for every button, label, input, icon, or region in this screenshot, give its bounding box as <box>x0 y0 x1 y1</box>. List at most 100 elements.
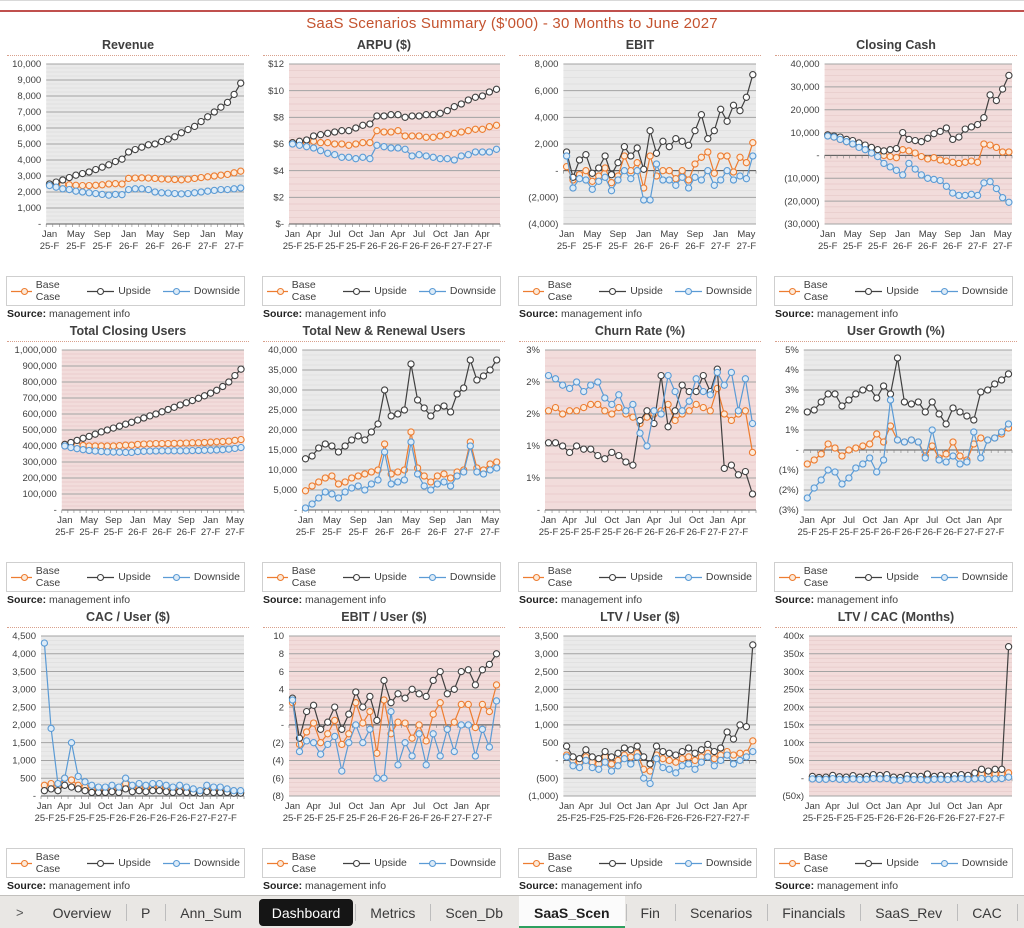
chart-canvas-churn-rate[interactable]: -1%1%2%2%3%Jan25-FApr25-FJul25-FOct25-FJ… <box>517 344 763 542</box>
svg-text:30,000: 30,000 <box>268 385 297 396</box>
svg-text:Jan: Jan <box>454 801 469 812</box>
svg-text:2,500: 2,500 <box>12 702 36 713</box>
chart-canvas-total-closing-users[interactable]: - 100,000 200,000 300,000 400,000 500,000 600,… <box>5 344 251 542</box>
chart-canvas-closing-cash[interactable]: (30,000) (20,000) (10,000) - 10,000 20,000 30,… <box>773 58 1019 256</box>
chart-panel-ltv-user: LTV / User ($) (1,000) (500) - 500 1,000 1,500… <box>512 609 768 895</box>
source-label: Source: <box>7 594 47 606</box>
sheet-tab-fin[interactable]: Fin <box>625 896 675 928</box>
legend-label: Base Case <box>291 565 317 589</box>
legend-label: Upside <box>118 285 151 297</box>
chart-area: $- $2 $4 $6 $8 $10 $12 Jan 25-F Apr 25-F Jul 25-F Oct… <box>261 58 507 256</box>
chart-title: LTV / CAC (Months) <box>775 610 1017 628</box>
svg-text:10: 10 <box>273 631 284 642</box>
sheet-tab-cac[interactable]: CAC <box>957 896 1017 928</box>
chart-source: Source: management info <box>519 594 643 606</box>
legend-item-upside: Upside <box>855 285 919 297</box>
svg-text:25-F: 25-F <box>283 241 303 252</box>
svg-text:26-F: 26-F <box>881 527 901 538</box>
svg-text:$4: $4 <box>273 166 284 177</box>
svg-text:27-F: 27-F <box>985 813 1005 824</box>
chart-canvas-arpu[interactable]: $-$2$4$6$8$10$12Jan25-FApr25-FJul25-FOct… <box>261 58 507 256</box>
svg-text:Jul: Jul <box>585 515 597 526</box>
sheet-tab-p[interactable]: P <box>125 896 165 928</box>
sheet-tab-scen-db[interactable]: Scen_Db <box>430 896 518 928</box>
svg-text:26-F: 26-F <box>902 527 922 538</box>
sheet-tab-dashboard[interactable]: Dashboard <box>258 899 354 926</box>
svg-text:25-F: 25-F <box>283 813 303 824</box>
svg-text:26-F: 26-F <box>156 813 176 824</box>
sheet-tab-saas-rev[interactable]: SaaS_Rev <box>860 896 957 928</box>
svg-text:25-F: 25-F <box>304 241 324 252</box>
svg-text:700,000: 700,000 <box>22 393 56 404</box>
source-label: Source: <box>519 594 559 606</box>
svg-text:Jul: Jul <box>79 801 91 812</box>
svg-text:Apr: Apr <box>306 229 321 240</box>
svg-text:27-F: 27-F <box>198 241 218 252</box>
legend-label: Downside <box>449 857 496 869</box>
legend-label: Base Case <box>803 851 829 875</box>
chart-legend: Base Case Upside Downside <box>6 276 245 306</box>
svg-text:27-F: 27-F <box>201 527 221 538</box>
legend-label: Base Case <box>547 851 573 875</box>
legend-marker-upside-icon <box>599 573 627 581</box>
chart-canvas-total-new-renewal-users[interactable]: - 5,000 10,000 15,000 20,000 25,000 30,000 35,0… <box>261 344 507 542</box>
chart-canvas-user-growth[interactable]: (3%)(2%)(1%)-1%2%3%4%5%Jan25-FApr25-FJul… <box>773 344 1019 542</box>
sheet-tab-saas-scen[interactable]: SaaS_Scen <box>519 896 625 928</box>
svg-text:500: 500 <box>543 738 559 749</box>
svg-text:15,000: 15,000 <box>268 445 297 456</box>
svg-text:30,000: 30,000 <box>791 82 820 93</box>
chart-canvas-revenue[interactable]: - 1,000 2,000 3,000 4,000 5,000 6,000 7,000 8,00… <box>5 58 251 256</box>
svg-text:Jan: Jan <box>456 515 471 526</box>
chart-canvas-ebit[interactable]: (4,000)(2,000)-2,0004,0006,0008,000Jan25… <box>517 58 763 256</box>
sheet-tab-forecast[interactable]: Forecast <box>1016 896 1024 928</box>
sheet-tab-ann-sum[interactable]: Ann_Sum <box>165 896 256 928</box>
svg-text:Apr: Apr <box>220 801 235 812</box>
svg-text:May: May <box>80 515 98 526</box>
svg-text:Sep: Sep <box>350 515 367 526</box>
svg-text:3,500: 3,500 <box>535 631 559 642</box>
legend-marker-upside-icon <box>855 859 883 867</box>
chart-canvas-ebit-user[interactable]: (8)(6)(4)(2)-246810Jan25-FApr25-FJul25-F… <box>261 630 507 828</box>
source-label: Source: <box>263 880 303 892</box>
chart-canvas-ltv-user[interactable]: (1,000) (500) - 500 1,000 1,500 2,000 2,500 3,00… <box>517 630 763 828</box>
svg-text:8,000: 8,000 <box>535 59 559 70</box>
svg-text:Apr: Apr <box>906 801 921 812</box>
svg-text:40,000: 40,000 <box>791 59 820 70</box>
chart-source: Source: management info <box>263 594 387 606</box>
svg-text:25-F: 25-F <box>92 241 112 252</box>
chart-canvas-ltv-cac-months[interactable]: (50x) - 50x 100x 150x 200x 250x 300x 350x 400x Jan… <box>773 630 1019 828</box>
svg-text:25-F: 25-F <box>346 241 366 252</box>
sheet-tab-metrics[interactable]: Metrics <box>355 896 430 928</box>
legend-label: Base Case <box>35 565 61 589</box>
svg-text:Jul: Jul <box>329 801 341 812</box>
svg-text:(20,000): (20,000) <box>784 196 819 207</box>
svg-text:800,000: 800,000 <box>22 377 56 388</box>
sheet-tab-scenarios[interactable]: Scenarios <box>674 896 767 928</box>
svg-text:26-F: 26-F <box>409 241 429 252</box>
legend-label: Base Case <box>547 279 573 303</box>
svg-text:27-F: 27-F <box>480 527 500 538</box>
legend-item-downside: Downside <box>930 857 1008 869</box>
legend-item-downside: Downside <box>674 285 752 297</box>
svg-text:6: 6 <box>279 667 284 678</box>
chart-source: Source: management info <box>519 880 643 892</box>
svg-text:350x: 350x <box>783 649 804 660</box>
svg-text:27-F: 27-F <box>452 813 472 824</box>
chart-canvas-cac-user[interactable]: - 500 1,000 1,500 2,000 2,500 3,000 3,500 4,000 4… <box>5 630 251 828</box>
sheet-tab-overview[interactable]: Overview <box>52 904 111 921</box>
legend-marker-downside-icon <box>162 573 190 581</box>
svg-text:25-F: 25-F <box>576 813 596 824</box>
svg-text:2,000: 2,000 <box>535 685 559 696</box>
chart-legend: Base Case Upside Downside <box>6 848 245 878</box>
chart-title: LTV / User ($) <box>519 610 761 628</box>
svg-text:27-F: 27-F <box>730 813 750 824</box>
svg-text:Oct: Oct <box>866 801 881 812</box>
sheet-tab-financials[interactable]: Financials <box>767 896 860 928</box>
legend-marker-downside-icon <box>674 573 702 581</box>
svg-text:25-F: 25-F <box>602 527 622 538</box>
sheet-nav-chevron-icon[interactable]: > <box>16 905 24 920</box>
source-label: Source: <box>7 308 47 320</box>
svg-text:27-F: 27-F <box>737 241 757 252</box>
svg-text:1%: 1% <box>785 425 799 436</box>
legend-label: Downside <box>961 285 1008 297</box>
